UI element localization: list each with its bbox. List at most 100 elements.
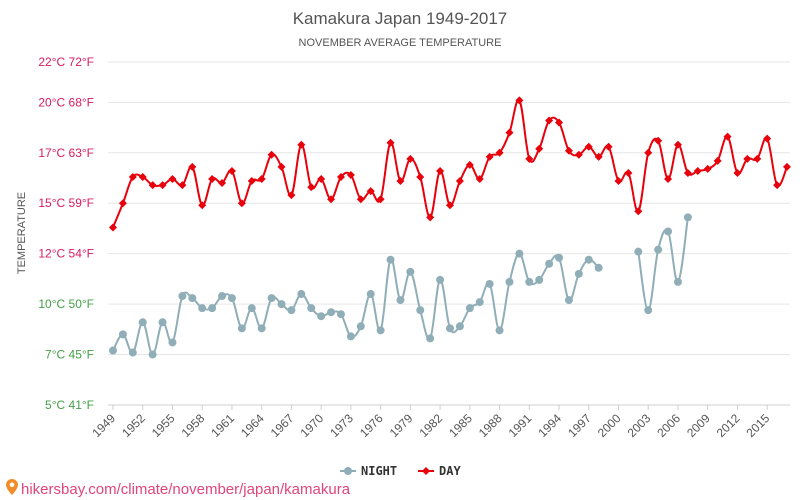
- data-point-day[interactable]: [336, 173, 345, 182]
- data-point-night[interactable]: [455, 322, 464, 331]
- data-point-night[interactable]: [644, 306, 653, 315]
- data-point-day[interactable]: [386, 138, 395, 147]
- data-point-day[interactable]: [406, 154, 415, 163]
- data-point-night[interactable]: [683, 213, 692, 222]
- data-point-day[interactable]: [644, 148, 653, 157]
- data-point-night[interactable]: [198, 304, 207, 313]
- data-point-night[interactable]: [396, 296, 405, 305]
- data-point-night[interactable]: [386, 255, 395, 264]
- data-point-day[interactable]: [188, 162, 197, 171]
- data-point-night[interactable]: [109, 346, 117, 355]
- data-point-night[interactable]: [574, 269, 583, 278]
- data-point-day[interactable]: [247, 177, 256, 186]
- data-point-night[interactable]: [376, 326, 385, 335]
- data-point-night[interactable]: [525, 277, 534, 286]
- data-point-night[interactable]: [178, 292, 187, 301]
- data-point-night[interactable]: [307, 304, 316, 313]
- data-point-day[interactable]: [218, 179, 227, 188]
- data-point-night[interactable]: [555, 253, 564, 262]
- data-point-night[interactable]: [257, 324, 266, 333]
- data-point-day[interactable]: [128, 173, 137, 182]
- data-point-night[interactable]: [436, 275, 445, 284]
- data-point-day[interactable]: [604, 142, 613, 151]
- data-point-night[interactable]: [356, 322, 365, 331]
- data-point-night[interactable]: [346, 332, 355, 341]
- data-point-night[interactable]: [495, 326, 504, 335]
- data-point-night[interactable]: [673, 277, 682, 286]
- data-point-night[interactable]: [218, 292, 227, 301]
- data-point-day[interactable]: [346, 170, 355, 179]
- data-point-day[interactable]: [317, 175, 326, 184]
- data-point-day[interactable]: [416, 173, 425, 182]
- data-point-night[interactable]: [327, 308, 336, 317]
- data-point-day[interactable]: [654, 136, 663, 145]
- data-point-night[interactable]: [247, 304, 256, 313]
- data-point-day[interactable]: [109, 223, 117, 232]
- data-point-day[interactable]: [287, 191, 296, 200]
- data-point-day[interactable]: [614, 177, 623, 186]
- data-point-day[interactable]: [664, 175, 673, 184]
- data-point-day[interactable]: [515, 96, 524, 105]
- data-point-night[interactable]: [118, 330, 127, 339]
- data-point-night[interactable]: [535, 275, 544, 284]
- data-point-night[interactable]: [465, 304, 474, 313]
- data-point-night[interactable]: [237, 324, 246, 333]
- data-point-day[interactable]: [634, 207, 643, 216]
- data-point-night[interactable]: [227, 294, 236, 303]
- data-point-day[interactable]: [485, 152, 494, 161]
- data-point-night[interactable]: [475, 298, 484, 307]
- data-point-night[interactable]: [287, 306, 296, 315]
- data-point-night[interactable]: [584, 255, 593, 264]
- data-point-day[interactable]: [118, 199, 127, 208]
- data-point-day[interactable]: [753, 154, 762, 163]
- data-point-night[interactable]: [168, 338, 177, 347]
- data-point-night[interactable]: [208, 304, 217, 313]
- data-point-night[interactable]: [148, 350, 157, 359]
- data-point-night[interactable]: [366, 290, 375, 299]
- data-point-day[interactable]: [168, 175, 177, 184]
- data-point-day[interactable]: [535, 144, 544, 153]
- data-point-day[interactable]: [723, 132, 732, 141]
- data-point-night[interactable]: [426, 334, 435, 343]
- data-point-day[interactable]: [356, 195, 365, 204]
- data-point-night[interactable]: [654, 245, 663, 254]
- data-point-night[interactable]: [564, 296, 573, 305]
- data-point-day[interactable]: [148, 181, 157, 190]
- data-point-day[interactable]: [465, 160, 474, 169]
- data-point-day[interactable]: [673, 140, 682, 149]
- data-point-night[interactable]: [277, 300, 286, 309]
- data-point-night[interactable]: [188, 294, 197, 303]
- data-point-night[interactable]: [267, 294, 276, 303]
- data-point-day[interactable]: [366, 187, 375, 196]
- data-point-day[interactable]: [683, 168, 692, 177]
- data-point-day[interactable]: [703, 164, 712, 173]
- data-point-night[interactable]: [664, 227, 673, 236]
- data-point-night[interactable]: [416, 306, 425, 315]
- data-point-day[interactable]: [743, 154, 752, 163]
- data-point-day[interactable]: [198, 201, 207, 210]
- data-point-day[interactable]: [763, 134, 772, 143]
- data-point-day[interactable]: [584, 142, 593, 151]
- data-point-day[interactable]: [158, 181, 167, 190]
- data-point-day[interactable]: [227, 166, 236, 175]
- data-point-day[interactable]: [773, 181, 782, 190]
- data-point-day[interactable]: [574, 150, 583, 159]
- data-point-day[interactable]: [783, 162, 791, 171]
- data-point-day[interactable]: [178, 181, 187, 190]
- data-point-day[interactable]: [545, 116, 554, 125]
- data-point-day[interactable]: [555, 118, 564, 127]
- data-point-night[interactable]: [317, 312, 326, 321]
- data-point-day[interactable]: [138, 173, 147, 182]
- data-point-day[interactable]: [693, 166, 702, 175]
- data-point-night[interactable]: [594, 263, 603, 272]
- data-point-day[interactable]: [495, 148, 504, 157]
- data-point-night[interactable]: [634, 247, 643, 256]
- legend-item-day[interactable]: DAY: [418, 464, 461, 478]
- data-point-day[interactable]: [436, 166, 445, 175]
- data-point-day[interactable]: [446, 201, 454, 210]
- data-point-day[interactable]: [525, 154, 534, 163]
- data-point-night[interactable]: [297, 290, 306, 299]
- data-point-day[interactable]: [713, 156, 722, 165]
- data-point-night[interactable]: [406, 267, 415, 276]
- data-point-day[interactable]: [277, 162, 286, 171]
